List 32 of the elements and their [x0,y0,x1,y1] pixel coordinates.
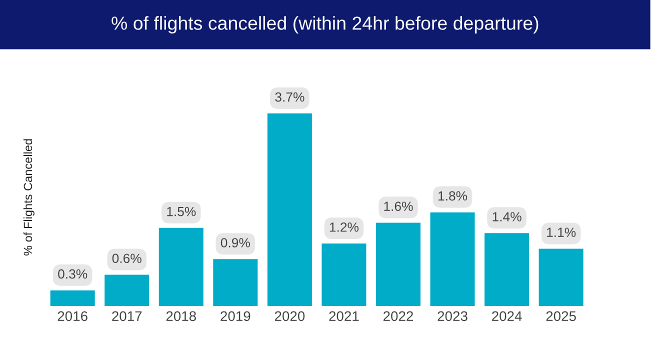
x-tick-label: 2017 [112,311,142,322]
bar [50,290,95,306]
data-label: 0.3% [58,269,88,279]
data-label: 1.6% [384,202,413,211]
bar [104,274,150,306]
bar [430,212,475,306]
data-label: 0.6% [112,254,142,264]
data-label: 1.2% [330,222,359,232]
bar [484,233,530,306]
bar [158,228,204,306]
data-label: 1.8% [438,191,468,201]
x-tick-label: 2019 [220,311,250,322]
x-tick-label: 2022 [383,311,413,322]
bar [376,222,420,306]
data-label: 1.1% [547,228,576,237]
data-label: 1.5% [167,206,196,216]
bar [213,259,258,306]
bar [538,248,584,306]
x-tick-label: 2025 [546,311,576,322]
x-tick-label: 2021 [329,311,359,322]
data-label: 3.7% [275,92,304,102]
bar [322,244,366,306]
x-tick-label: 2018 [166,311,196,322]
bar [267,113,312,306]
x-tick-label: 2020 [274,311,305,322]
x-tick-label: 2016 [58,311,88,322]
y-axis-title: % of Flights Cancelled [23,139,34,256]
chart-title: % of flights cancelled (within 24hr before departure) [112,16,538,34]
x-tick-label: 2024 [492,311,522,322]
x-tick-label: 2023 [438,311,468,322]
data-label: 1.4% [492,212,522,222]
data-label: 0.9% [220,238,250,248]
